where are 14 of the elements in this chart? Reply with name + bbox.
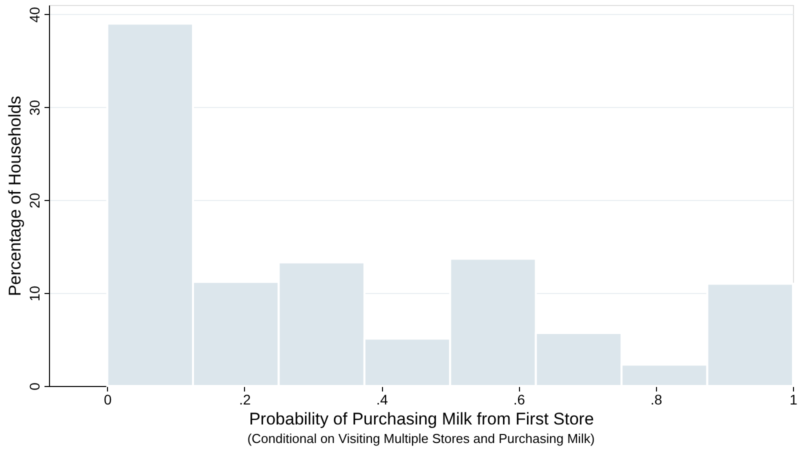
y-tick-label: 20 bbox=[26, 192, 42, 208]
y-tick-label: 0 bbox=[26, 382, 42, 390]
x-tick-label: .6 bbox=[513, 392, 526, 408]
y-tick-label: 10 bbox=[26, 286, 42, 302]
x-tick-label: .2 bbox=[239, 392, 251, 408]
x-axis-title: Probability of Purchasing Milk from First Store bbox=[249, 410, 594, 428]
y-tick-label: 40 bbox=[26, 6, 42, 23]
x-tick-label: .4 bbox=[376, 392, 388, 408]
text: (Conditional on Visiting Multiple Stores and Purchasing Milk) bbox=[247, 431, 595, 446]
x-tick-label: 1 bbox=[790, 392, 798, 408]
y-tick-label: 30 bbox=[26, 100, 42, 116]
x-tick-label: .8 bbox=[650, 392, 662, 408]
x-tick-label: 0 bbox=[104, 392, 112, 408]
y-axis-title: Percentage of Households bbox=[6, 96, 24, 296]
